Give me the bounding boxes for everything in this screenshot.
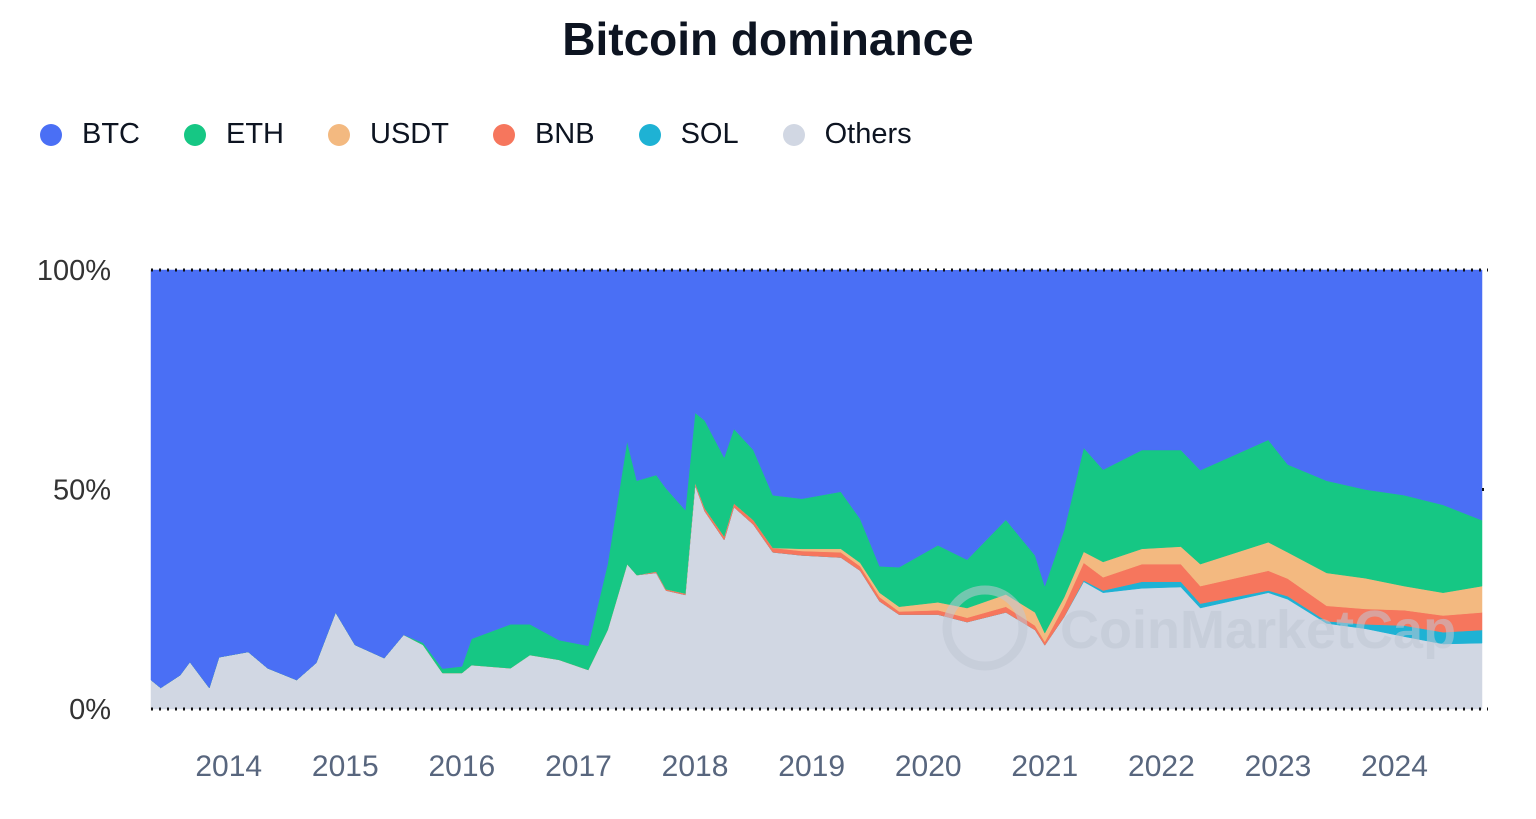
x-tick-label: 2021 — [1011, 750, 1078, 783]
legend-label: BTC — [82, 118, 140, 150]
x-tick-label: 2018 — [662, 750, 729, 783]
x-tick-label: 2016 — [429, 750, 496, 783]
legend-item-eth[interactable]: ETH — [184, 118, 284, 151]
x-tick-label: 2017 — [545, 750, 612, 783]
legend-item-bnb[interactable]: BNB — [492, 118, 595, 151]
x-tick-label: 2024 — [1361, 750, 1428, 783]
legend-dot — [782, 123, 805, 146]
y-tick-label: 0% — [69, 694, 111, 726]
legend-label: SOL — [680, 118, 739, 150]
area-btc — [150, 269, 1483, 689]
legend-item-others[interactable]: Others — [782, 118, 912, 151]
legend-dot — [184, 123, 206, 146]
watermark-logo-icon — [942, 585, 1028, 671]
legend-label: USDT — [370, 118, 449, 150]
x-tick-label: 2019 — [778, 750, 845, 783]
x-tick-label: 2015 — [312, 750, 379, 783]
legend-dot — [328, 123, 350, 146]
legend: BTC ETH USDT BNB SOL Others — [40, 118, 956, 151]
x-tick-label: 2023 — [1245, 750, 1312, 783]
legend-dot — [638, 123, 661, 146]
legend-dot — [40, 123, 62, 146]
watermark-logo: CoinMarketCap — [1060, 600, 1456, 660]
legend-dot — [492, 123, 515, 146]
legend-item-btc[interactable]: BTC — [40, 118, 140, 151]
y-tick-label: 50% — [53, 475, 111, 507]
x-tick-label: 2022 — [1128, 750, 1195, 783]
legend-label: Others — [824, 118, 912, 150]
legend-label: ETH — [226, 118, 284, 150]
chart-title: Bitcoin dominance — [562, 13, 974, 65]
legend-label: BNB — [534, 118, 595, 150]
legend-item-usdt[interactable]: USDT — [328, 118, 449, 151]
x-tick-label: 2014 — [195, 750, 262, 783]
x-tick-label: 2020 — [895, 750, 962, 783]
legend-item-sol[interactable]: SOL — [638, 118, 739, 151]
y-tick-label: 100% — [37, 255, 111, 287]
